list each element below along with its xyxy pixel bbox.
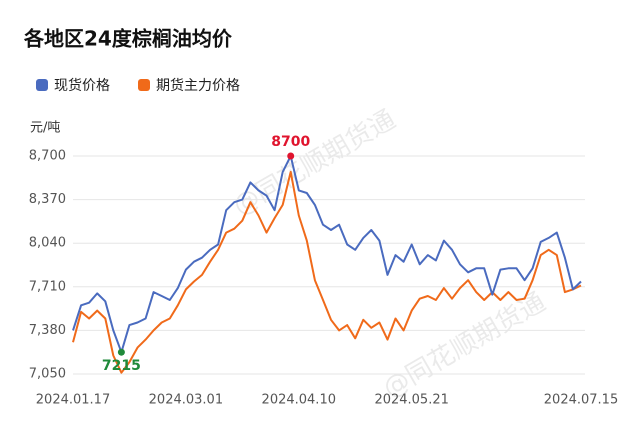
chart-title: 各地区24度棕榈油均价	[23, 27, 233, 51]
y-tick-label: 7,710	[29, 279, 66, 294]
y-tick-label: 7,050	[29, 367, 66, 382]
legend-swatch	[138, 79, 150, 91]
legend-swatch	[36, 79, 48, 91]
legend-label: 现货价格	[54, 77, 110, 94]
series-line	[72, 170, 582, 374]
x-tick-label: 2024.04.10	[262, 393, 336, 408]
x-tick-label: 2024.07.15	[544, 393, 618, 408]
x-tick-label: 2024.05.21	[374, 393, 448, 408]
series-line	[72, 155, 582, 354]
y-axis-label: 元/吨	[30, 121, 60, 136]
extreme-label: 8700	[271, 134, 310, 150]
y-tick-label: 8,700	[29, 149, 66, 164]
extreme-marker	[117, 348, 125, 356]
y-tick-label: 7,380	[29, 323, 66, 338]
y-tick-label: 8,370	[29, 192, 66, 207]
extreme-label: 7215	[102, 358, 141, 374]
y-tick-label: 8,040	[29, 236, 66, 251]
legend-label: 期货主力价格	[156, 77, 240, 94]
x-tick-label: 2024.03.01	[149, 393, 223, 408]
x-tick-label: 2024.01.17	[36, 393, 110, 408]
watermark: @同花顺期货通	[378, 287, 551, 404]
extreme-marker	[287, 152, 295, 160]
